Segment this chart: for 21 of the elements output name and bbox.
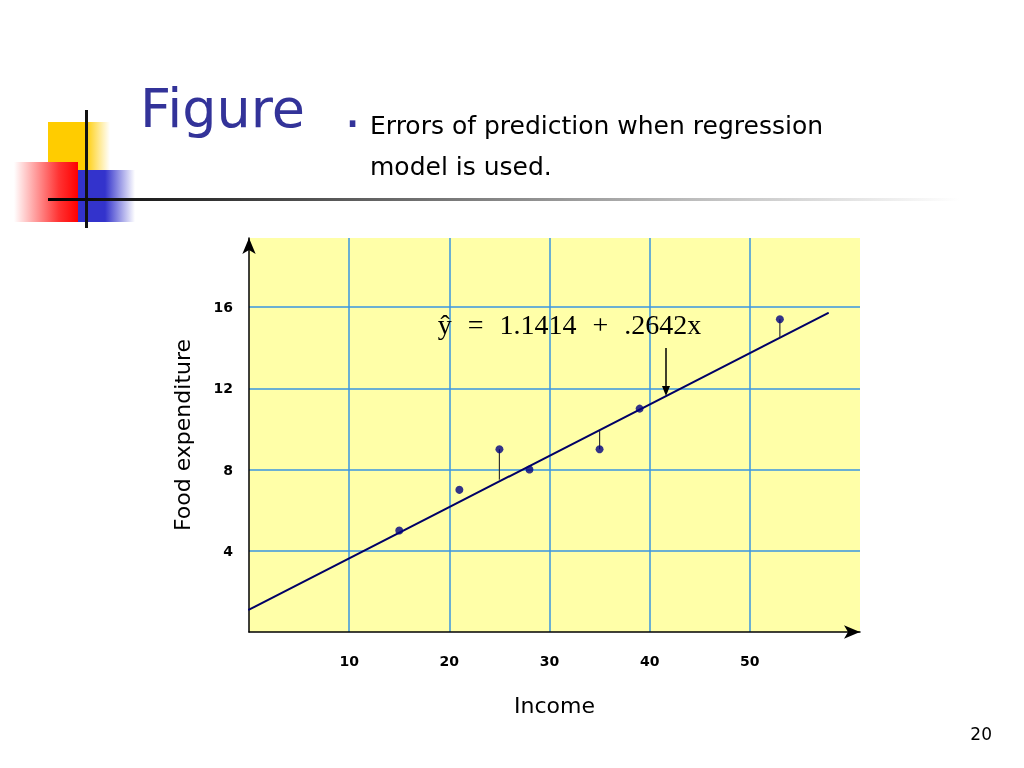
x-tick-label: 50 bbox=[740, 653, 760, 669]
chart-title: Figure . bbox=[140, 77, 362, 140]
y-tick-label: 8 bbox=[223, 461, 233, 478]
point bbox=[775, 315, 784, 324]
y-tick-label: 16 bbox=[213, 299, 233, 316]
point bbox=[525, 465, 534, 474]
point bbox=[635, 404, 644, 413]
text: 20 bbox=[970, 724, 992, 744]
x-tick-label: 30 bbox=[539, 653, 560, 669]
x-tick-label: 10 bbox=[339, 653, 360, 669]
point bbox=[395, 526, 404, 535]
x-tick-label: 40 bbox=[639, 653, 660, 669]
point bbox=[595, 445, 604, 454]
y-tick-label: 4 bbox=[223, 542, 234, 559]
x-tick-label: 20 bbox=[439, 653, 460, 669]
point bbox=[455, 485, 464, 494]
x-axis-title: Income bbox=[514, 692, 595, 718]
y-axis-title: Food expenditure bbox=[169, 338, 195, 532]
chart-subtitle: Errors of prediction when regression model is used. bbox=[370, 110, 824, 183]
y-tick-label: 12 bbox=[213, 380, 233, 397]
point bbox=[495, 445, 504, 454]
